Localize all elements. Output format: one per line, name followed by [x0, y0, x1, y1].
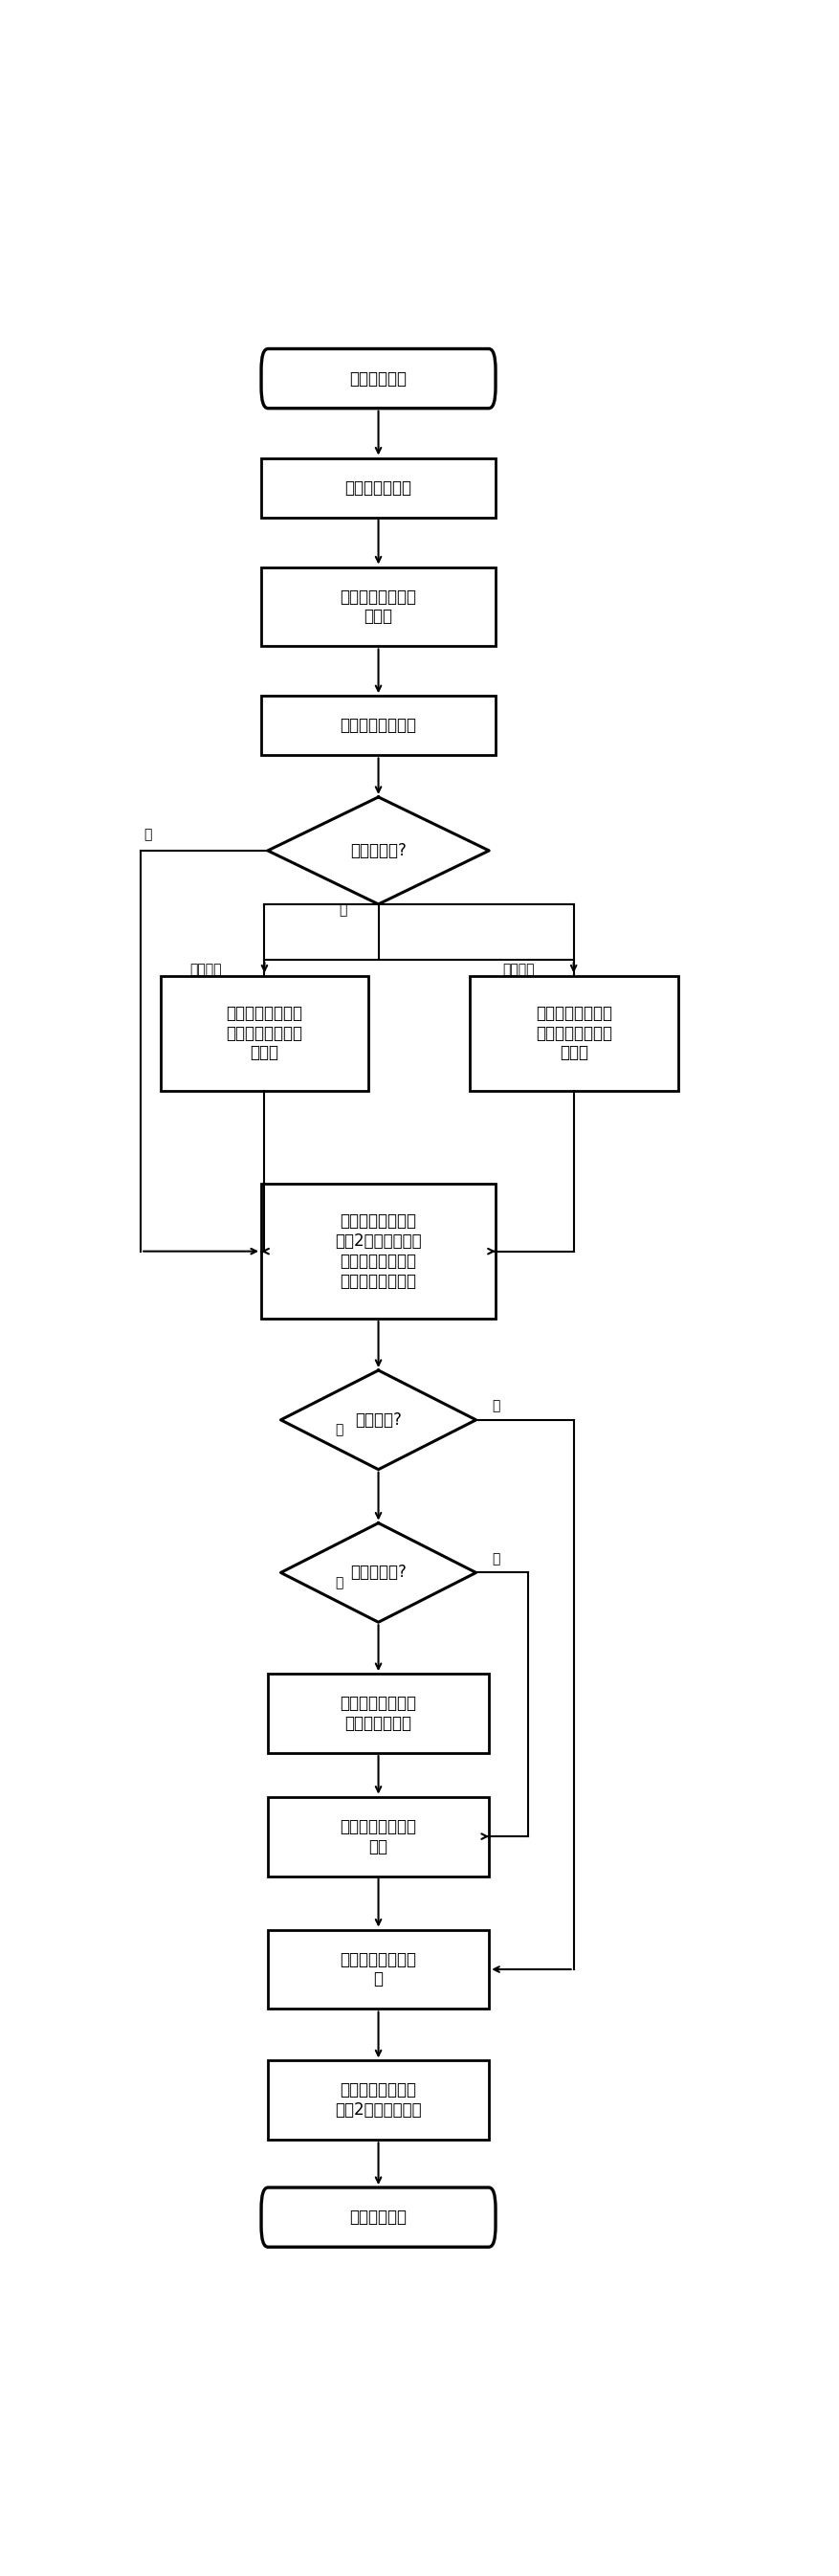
Bar [268, 1798, 488, 1875]
Bar [261, 696, 495, 755]
Bar [268, 2061, 488, 2141]
Text: 查找距离传感器最
近的2个跟踪点，并
保留其位置与类型
信息（用于输出）: 查找距离传感器最 近的2个跟踪点，并 保留其位置与类型 信息（用于输出） [335, 1213, 421, 1291]
Text: 是: 是 [335, 1422, 343, 1437]
Text: 本次循环起点: 本次循环起点 [349, 371, 407, 386]
Text: 是连锁修正?: 是连锁修正? [350, 1564, 406, 1582]
Text: 独立修正: 独立修正 [502, 963, 534, 976]
Bar [160, 976, 368, 1090]
Text: 判断传感器信号变
化状态: 判断传感器信号变 化状态 [340, 587, 416, 626]
Text: 否: 否 [491, 1551, 499, 1566]
Bar [268, 1929, 488, 2009]
Text: 信号正常?: 信号正常? [355, 1412, 401, 1430]
FancyBboxPatch shape [261, 2187, 495, 2246]
Text: 统计落在校正窗口
内的连锁修正跟踪
点数目: 统计落在校正窗口 内的连锁修正跟踪 点数目 [226, 1005, 302, 1061]
Text: 查找该跟踪点的配
对跟踪点的索引: 查找该跟踪点的配 对跟踪点的索引 [340, 1695, 416, 1731]
Text: 有状态变化?: 有状态变化? [350, 842, 406, 860]
Text: 是: 是 [338, 904, 347, 917]
Text: 连锁修正: 连锁修正 [190, 963, 221, 976]
Bar [261, 459, 495, 518]
Text: 本次循环终点: 本次循环终点 [349, 2208, 407, 2226]
Text: 确定校正窗口大小: 确定校正窗口大小 [340, 716, 416, 734]
Text: 中间变量初始化: 中间变量初始化 [345, 479, 411, 497]
Bar [261, 567, 495, 647]
Bar [261, 1185, 495, 1319]
Bar [268, 1674, 488, 1754]
Text: 输出传感器错误信
息: 输出传感器错误信 息 [340, 1950, 416, 1989]
FancyBboxPatch shape [261, 348, 495, 407]
Text: 否: 否 [143, 827, 151, 842]
Text: 是: 是 [335, 1577, 343, 1589]
Text: 输出最靠近各传感
器的2个跟踪点信息: 输出最靠近各传感 器的2个跟踪点信息 [335, 2081, 421, 2120]
Text: 更新跟踪点位置和
状态: 更新跟踪点位置和 状态 [340, 1819, 416, 1855]
Text: 否: 否 [491, 1399, 499, 1412]
Bar [469, 976, 677, 1090]
Text: 统计落在校正窗口
内的独立修正跟踪
点数目: 统计落在校正窗口 内的独立修正跟踪 点数目 [534, 1005, 612, 1061]
